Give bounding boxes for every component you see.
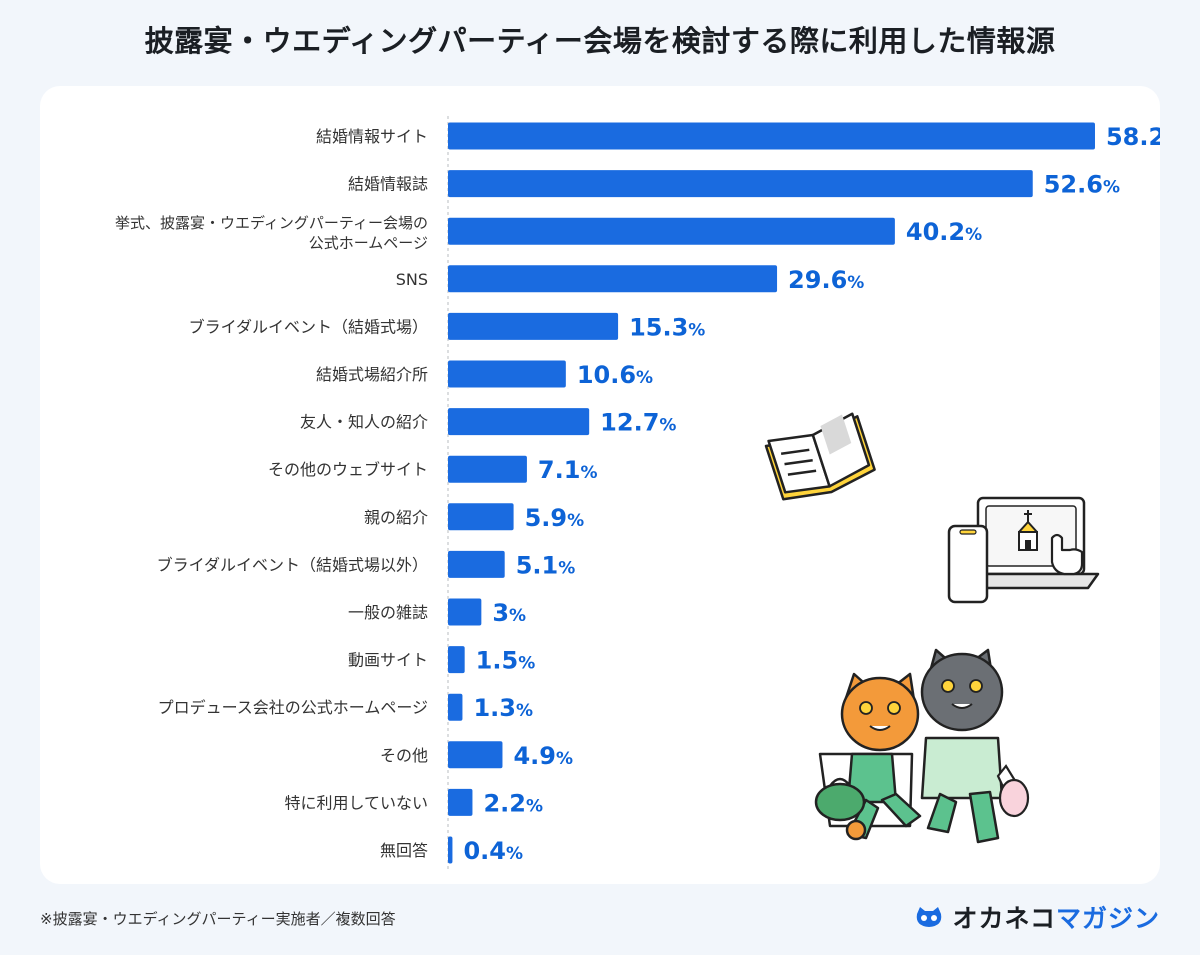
bar <box>448 741 503 769</box>
brand-logo: オカネコマガジン <box>914 900 1160 934</box>
bar <box>448 503 514 531</box>
bar <box>448 265 778 293</box>
bar <box>448 122 1095 150</box>
value-number: 40.2 <box>906 218 965 246</box>
value-number: 7.1 <box>538 456 581 484</box>
value-number: 52.6 <box>1044 171 1103 199</box>
value-label: 52.6% <box>1044 171 1120 199</box>
bar <box>448 170 1033 198</box>
laptop-icon <box>963 496 1100 590</box>
category-label: 友人・知人の紹介 <box>300 413 428 432</box>
value-number: 58.2 <box>1106 123 1160 151</box>
bar <box>448 455 527 483</box>
value-unit: % <box>1103 178 1120 198</box>
bar <box>448 408 590 436</box>
value-label: 3% <box>492 599 526 627</box>
open-book-icon <box>764 412 876 501</box>
value-unit: % <box>518 654 535 674</box>
category-label: SNS <box>396 270 428 289</box>
value-unit: % <box>688 320 705 340</box>
value-unit: % <box>636 368 653 388</box>
value-label: 15.3% <box>629 313 705 341</box>
chart-panel: 結婚情報サイト 58.2% 結婚情報誌 52.6% 挙式、披露宴・ウエディングパーティー… <box>40 86 1160 884</box>
category-label-line: 公式ホームページ <box>309 234 428 252</box>
value-label: 4.9% <box>513 742 573 770</box>
category-label: 結婚式場紹介所 <box>316 365 428 384</box>
bar <box>448 312 619 340</box>
category-label: その他のウェブサイト <box>268 460 428 479</box>
value-label: 29.6% <box>788 266 864 294</box>
logo-wordmark-part2: マガジン <box>1055 904 1160 933</box>
bar <box>448 646 465 674</box>
value-label: 10.6% <box>577 361 653 389</box>
bar <box>448 360 566 388</box>
value-label: 2.2% <box>483 789 543 817</box>
value-number: 12.7 <box>600 409 659 437</box>
category-label: その他 <box>380 746 428 765</box>
category-label: 親の紹介 <box>364 508 428 527</box>
category-label: ブライダルイベント（結婚式場） <box>189 317 428 336</box>
category-label: 無回答 <box>380 841 428 860</box>
bar <box>448 550 505 578</box>
bar <box>448 836 453 864</box>
bar <box>448 217 895 245</box>
category-label: ブライダルイベント（結婚式場以外） <box>157 555 428 574</box>
value-unit: % <box>516 701 533 721</box>
category-label: 特に利用していない <box>284 793 428 812</box>
pointer-hand-icon <box>1050 533 1084 576</box>
value-unit: % <box>659 416 676 436</box>
value-number: 29.6 <box>788 266 847 294</box>
logo-wordmark-part1: オカネコ <box>952 904 1056 933</box>
church-icon <box>1018 510 1038 551</box>
value-label: 1.3% <box>473 694 533 722</box>
value-number: 10.6 <box>577 361 636 389</box>
bar <box>448 693 463 721</box>
value-number: 5.1 <box>516 551 559 579</box>
bar <box>448 788 473 816</box>
value-number: 4.9 <box>513 742 556 770</box>
value-unit: % <box>567 511 584 531</box>
gray-cat-illustration <box>920 648 1030 844</box>
value-number: 15.3 <box>629 313 688 341</box>
bar <box>448 598 482 626</box>
value-number: 1.3 <box>473 694 516 722</box>
category-label: プロデュース会社の公式ホームページ <box>158 698 428 717</box>
logo-wordmark: オカネコマガジン <box>952 899 1160 935</box>
cat-face-logo-icon <box>917 907 942 927</box>
value-number: 2.2 <box>483 789 526 817</box>
value-unit: % <box>506 844 523 864</box>
value-label: 12.7% <box>600 409 676 437</box>
value-label: 5.1% <box>516 551 576 579</box>
value-label: 40.2% <box>906 218 982 246</box>
value-label: 7.1% <box>538 456 598 484</box>
footnote: ※披露宴・ウエディングパーティー実施者／複数回答 <box>40 910 396 928</box>
value-number: 3 <box>492 599 509 627</box>
value-unit: % <box>509 606 526 626</box>
value-label: 5.9% <box>525 504 585 532</box>
category-label: 一般の雑誌 <box>348 603 428 622</box>
category-label: 結婚情報誌 <box>348 175 428 194</box>
value-unit: % <box>526 796 543 816</box>
value-unit: % <box>580 463 597 483</box>
value-unit: % <box>556 749 573 769</box>
category-label: 結婚情報サイト <box>316 127 428 146</box>
value-unit: % <box>965 225 982 245</box>
orange-cat-illustration <box>814 672 922 841</box>
value-label: 0.4% <box>463 837 523 865</box>
value-number: 0.4 <box>463 837 506 865</box>
value-number: 1.5 <box>476 647 519 675</box>
chart-title: 披露宴・ウエディングパーティー会場を検討する際に利用した情報源 <box>144 24 1056 58</box>
value-unit: % <box>847 273 864 293</box>
bar-chart: 結婚情報サイト 58.2% 結婚情報誌 52.6% 挙式、披露宴・ウエディングパーティー… <box>115 116 1160 870</box>
category-label: 挙式、披露宴・ウエディングパーティー会場の公式ホームページ <box>115 214 428 252</box>
value-number: 5.9 <box>525 504 568 532</box>
value-label: 1.5% <box>476 647 536 675</box>
category-label: 動画サイト <box>348 651 428 670</box>
smartphone-icon <box>947 524 989 604</box>
value-label: 58.2% <box>1106 123 1160 151</box>
value-unit: % <box>558 558 575 578</box>
category-label-line: 挙式、披露宴・ウエディングパーティー会場の <box>115 214 428 232</box>
